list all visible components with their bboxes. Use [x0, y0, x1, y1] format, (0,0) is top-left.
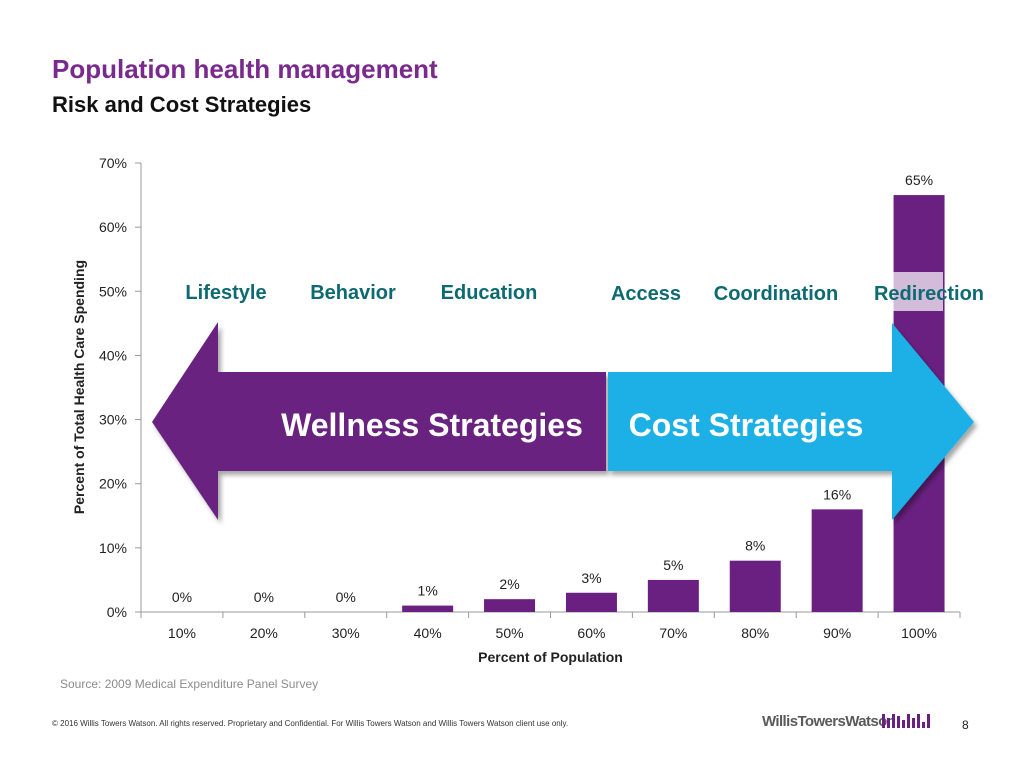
- x-tick-label: 10%: [168, 625, 196, 641]
- x-tick-label: 100%: [901, 625, 937, 641]
- brand-logo-mark: [882, 714, 930, 728]
- x-tick-label: 40%: [414, 625, 442, 641]
- x-tick-label: 70%: [659, 625, 687, 641]
- bar: [811, 509, 863, 612]
- y-axis-title: Percent of Total Health Care Spending: [71, 260, 87, 514]
- brand-logo-text: WillisTowersWatson: [762, 713, 896, 730]
- data-label: 65%: [905, 172, 933, 188]
- data-label: 16%: [823, 486, 851, 502]
- y-tick-label: 60%: [99, 219, 127, 235]
- bar: [729, 560, 781, 612]
- y-tick-label: 20%: [99, 476, 127, 492]
- cost-item-label: Coordination: [714, 283, 838, 305]
- wellness-item-label: Behavior: [310, 282, 396, 304]
- page-number: 8: [962, 718, 969, 732]
- x-tick-label: 90%: [823, 625, 851, 641]
- wellness-arrow-label: Wellness Strategies: [281, 407, 583, 443]
- cost-item-label: Access: [611, 283, 681, 305]
- data-label: 5%: [663, 557, 683, 573]
- bar: [402, 605, 454, 612]
- bar: [647, 579, 699, 612]
- y-tick-label: 70%: [99, 155, 127, 171]
- y-tick-label: 0%: [107, 604, 127, 620]
- cost-item-label: Redirection: [874, 283, 984, 305]
- data-label: 0%: [172, 589, 192, 605]
- chart-data-labels: 0% 0% 0% 1% 2% 3% 5% 8% 16% 65%: [172, 172, 933, 605]
- x-tick-label: 50%: [496, 625, 524, 641]
- y-tick-label: 30%: [99, 412, 127, 428]
- x-axis-title: Percent of Population: [478, 649, 623, 665]
- bar: [565, 592, 617, 612]
- wellness-item-label: Lifestyle: [185, 282, 266, 304]
- source-note: Source: 2009 Medical Expenditure Panel S…: [60, 677, 319, 691]
- bar: [484, 599, 536, 612]
- strategy-labels: Lifestyle Behavior Education Access Coordina…: [185, 272, 984, 311]
- data-label: 3%: [581, 570, 601, 586]
- x-tick-label: 30%: [332, 625, 360, 641]
- data-label: 8%: [745, 538, 765, 554]
- y-tick-label: 40%: [99, 347, 127, 363]
- page-title: Population health management: [52, 54, 438, 84]
- cost-arrow-label: Cost Strategies: [629, 407, 864, 443]
- chart-axes: 0% 10% 20% 30% 40% 50% 60% 70% 10% 20% 30% 40% 50% 60…: [71, 155, 961, 665]
- x-tick-label: 80%: [741, 625, 769, 641]
- label-highlight: [892, 272, 943, 311]
- y-tick-label: 10%: [99, 540, 127, 556]
- strategy-arrows: Wellness Strategies Cost Strategies: [152, 322, 974, 520]
- y-tick-label: 50%: [99, 283, 127, 299]
- footer-copyright: © 2016 Willis Towers Watson. All rights …: [52, 719, 569, 728]
- data-label: 0%: [336, 589, 356, 605]
- data-label: 1%: [418, 583, 438, 599]
- x-tick-label: 60%: [577, 625, 605, 641]
- data-label: 2%: [499, 576, 519, 592]
- wellness-item-label: Education: [441, 282, 538, 304]
- wellness-arrow: [152, 322, 606, 520]
- data-label: 0%: [254, 589, 274, 605]
- page-subtitle: Risk and Cost Strategies: [52, 92, 312, 117]
- x-tick-label: 20%: [250, 625, 278, 641]
- cost-arrow: [608, 323, 974, 520]
